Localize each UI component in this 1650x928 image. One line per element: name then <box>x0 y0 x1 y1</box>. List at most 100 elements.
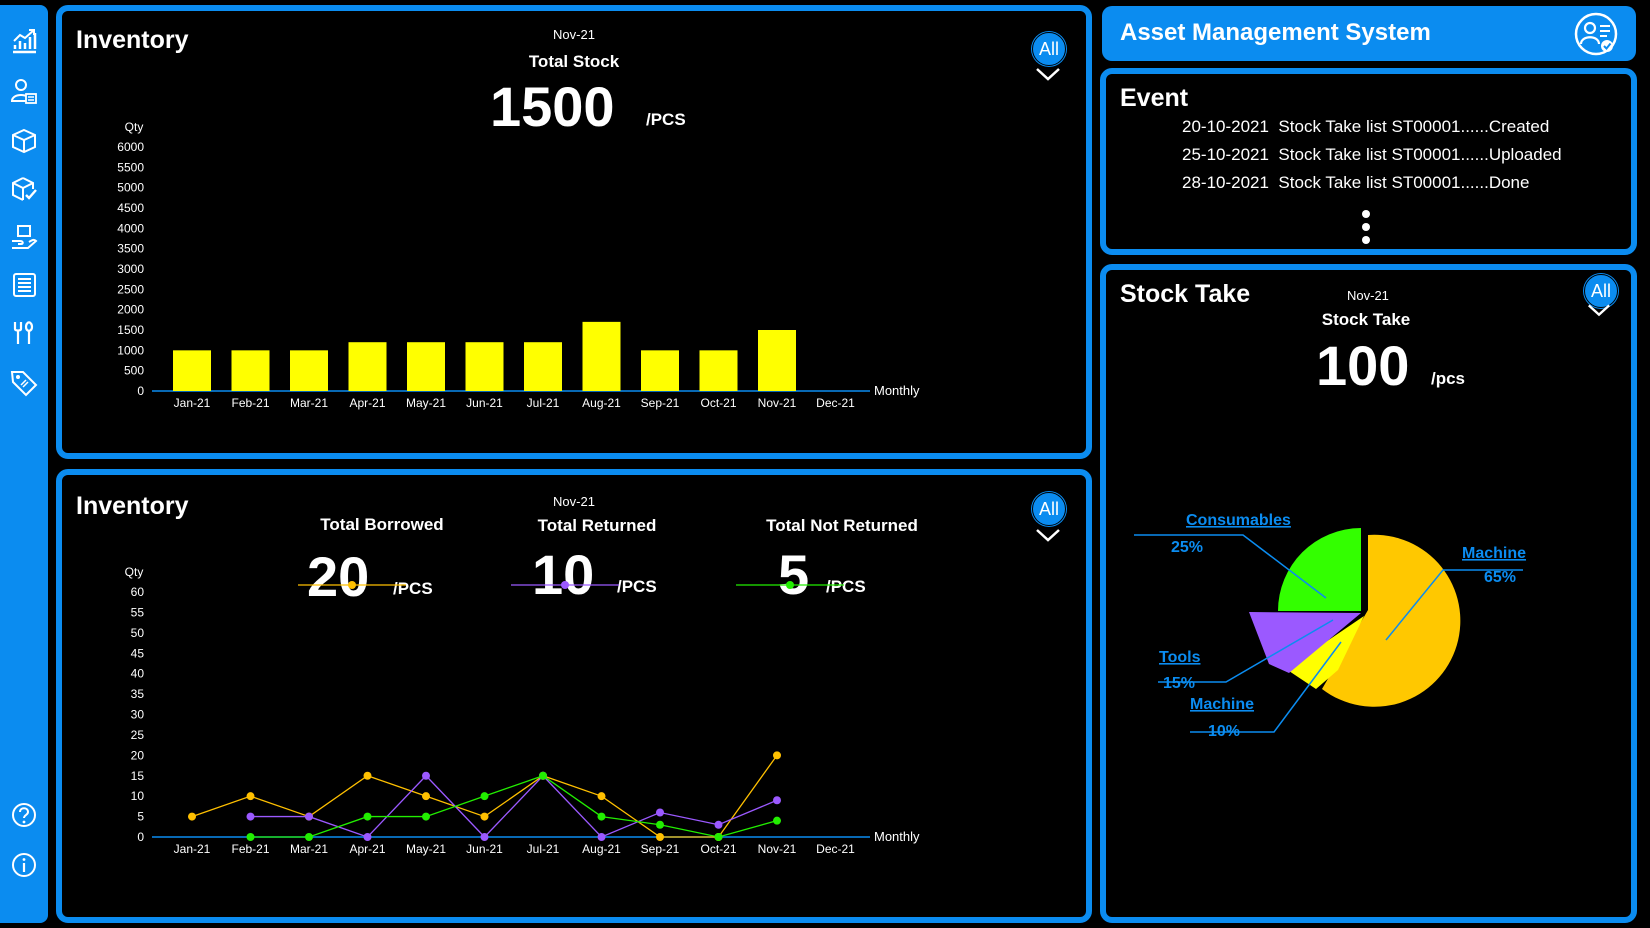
kpi-value-borrowed: 20 <box>307 545 370 608</box>
legend-marker <box>348 581 356 589</box>
period-label: Nov-21 <box>553 27 595 42</box>
series-point <box>539 771 547 780</box>
series-point <box>597 792 606 801</box>
nav-dashboard[interactable] <box>6 23 42 59</box>
x-tick-label: Apr-21 <box>349 396 385 410</box>
stock-take-pie-chart: Consumables 25% Tools 15% Machine 10% Ma… <box>1134 512 1526 740</box>
y-tick-label: 35 <box>131 687 145 701</box>
series-point <box>597 833 606 841</box>
y-tick-label: 0 <box>137 384 144 398</box>
x-tick-label: Mar-21 <box>290 396 328 410</box>
x-tick-label: Mar-21 <box>290 842 328 856</box>
x-tick-label: Jan-21 <box>174 842 211 856</box>
series-point <box>305 812 313 821</box>
legend-marker <box>786 581 794 589</box>
nav-users[interactable] <box>6 73 42 109</box>
x-tick-label: Nov-21 <box>758 396 797 410</box>
y-tick-label: 10 <box>131 789 145 803</box>
pie-leader-lines <box>1134 534 1523 733</box>
filter-all-button[interactable]: All <box>1584 274 1618 308</box>
y-tick-label: 1500 <box>117 323 144 337</box>
x-tick-label: Oct-21 <box>700 842 736 856</box>
nav-reports[interactable] <box>6 267 42 303</box>
pie-percent-machine-large: 65% <box>1484 569 1516 586</box>
x-tick-label: Jun-21 <box>466 842 503 856</box>
chevron-down-icon[interactable] <box>1586 302 1612 318</box>
pie-slice-machine-small <box>1286 616 1364 689</box>
pie-slice-machine-large <box>1322 534 1461 707</box>
bar <box>758 330 796 391</box>
nav-borrow[interactable] <box>6 219 42 255</box>
x-tick-label: Sep-21 <box>641 396 680 410</box>
event-date: 25-10-2021 <box>1182 145 1269 164</box>
y-tick-label: 25 <box>131 728 145 742</box>
period-label: Nov-21 <box>553 494 595 509</box>
kpi-unit-not-returned: /PCS <box>826 577 866 596</box>
y-tick-label: 5500 <box>117 160 144 174</box>
series-point <box>363 771 372 780</box>
series-point <box>422 792 430 801</box>
series-point <box>480 833 489 841</box>
kpi-unit-borrowed: /PCS <box>393 579 433 598</box>
y-tick-label: 2500 <box>117 282 144 296</box>
x-tick-label: Jul-21 <box>527 396 560 410</box>
info-button[interactable] <box>6 847 42 883</box>
nav-stock-take[interactable] <box>6 171 42 207</box>
chevron-down-icon[interactable] <box>1034 527 1062 543</box>
x-tick-label: May-21 <box>406 396 446 410</box>
series-point <box>188 812 196 821</box>
info-icon <box>12 853 36 877</box>
pie-slice-tools <box>1249 612 1361 673</box>
y-tick-label: 4000 <box>117 221 144 235</box>
kpi-label-not-returned: Total Not Returned <box>766 516 918 535</box>
series-point <box>422 812 430 821</box>
x-tick-label: Aug-21 <box>582 396 621 410</box>
more-vertical-icon[interactable] <box>1359 208 1373 246</box>
y-tick-label: 40 <box>131 667 145 681</box>
kpi-label-returned: Total Returned <box>537 516 657 535</box>
filter-all-button[interactable]: All <box>1032 32 1066 66</box>
series-point <box>480 792 489 801</box>
event-row: 20-10-2021 Stock Take list ST00001......… <box>1182 117 1549 137</box>
series-point <box>714 820 723 829</box>
box-icon <box>12 128 36 154</box>
kpi-label: Total Stock <box>528 52 620 71</box>
chart-line-icon <box>13 29 37 54</box>
y-tick-label: 50 <box>131 626 145 640</box>
y-tick-label: 500 <box>124 364 144 378</box>
y-axis-label: Qty <box>125 565 144 579</box>
tag-icon <box>10 371 38 397</box>
help-button[interactable] <box>6 797 42 833</box>
bar <box>348 342 387 391</box>
nav-tools[interactable] <box>6 315 42 351</box>
sidebar <box>0 5 48 923</box>
event-row: 28-10-2021 Stock Take list ST00001......… <box>1182 173 1529 193</box>
pie-percent-consumables: 25% <box>1171 539 1203 556</box>
chevron-down-icon[interactable] <box>1034 66 1062 82</box>
bar <box>465 342 504 391</box>
filter-all-button[interactable]: All <box>1032 492 1066 526</box>
nav-tags[interactable] <box>6 365 42 401</box>
nav-assets[interactable] <box>6 123 42 159</box>
x-tick-label: Oct-21 <box>700 396 736 410</box>
pie-label-tools: Tools <box>1159 649 1201 666</box>
user-list-icon <box>10 79 37 104</box>
bar <box>699 350 738 391</box>
panel-title: Stock Take <box>1120 280 1251 308</box>
inventory-borrow-panel: Inventory Nov-21 All Total Borrowed 20 /… <box>56 469 1092 923</box>
y-tick-label: 45 <box>131 646 145 660</box>
bar <box>231 350 270 391</box>
x-tick-label: Aug-21 <box>582 842 621 856</box>
series-line <box>250 775 778 838</box>
event-date: 20-10-2021 <box>1182 117 1269 136</box>
event-text: Stock Take list ST00001......Done <box>1278 173 1530 192</box>
y-tick-label: 6000 <box>117 140 144 154</box>
kpi-label-borrowed: Total Borrowed <box>320 515 444 534</box>
y-tick-label: 0 <box>137 830 144 844</box>
event-date: 28-10-2021 <box>1182 173 1269 192</box>
user-check-icon[interactable] <box>1573 11 1619 57</box>
event-panel: Event 20-10-2021 Stock Take list ST00001… <box>1100 68 1637 255</box>
y-tick-label: 2000 <box>117 303 144 317</box>
bar <box>173 350 211 391</box>
kpi-value-returned: 10 <box>532 543 595 606</box>
